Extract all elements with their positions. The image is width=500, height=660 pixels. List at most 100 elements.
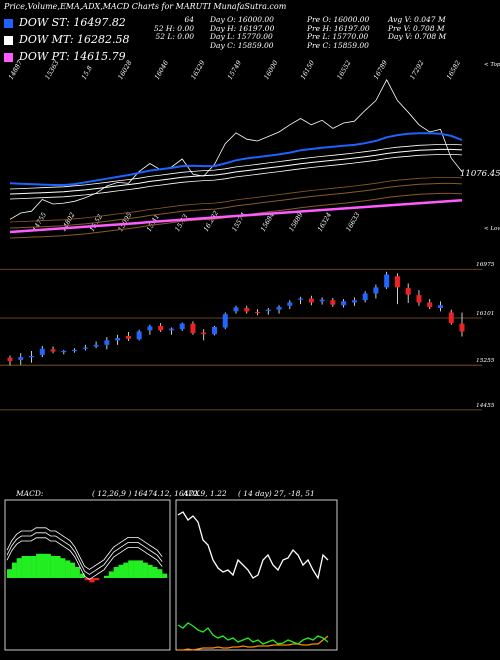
mini-info: 64 52 H: 0.00 52 L: 0.00 <box>118 15 194 42</box>
candle-body <box>104 340 110 345</box>
legend-st-swatch <box>4 18 13 28</box>
low-value-label: 16633 <box>344 211 361 233</box>
macd-histogram-bar <box>74 567 80 578</box>
adx-line <box>178 635 329 651</box>
top-value-label: 16552 <box>335 59 352 81</box>
candle-body <box>72 349 78 352</box>
macd-histogram-bar <box>70 562 76 578</box>
candle-body <box>276 306 282 310</box>
day-high: Day H: 16197.00 <box>210 23 275 33</box>
macd-signal-line <box>6 537 163 580</box>
macd-histogram-bar <box>7 569 13 578</box>
macd-histogram-bar <box>133 560 139 578</box>
candle-body <box>179 323 185 330</box>
macd-histogram-bar <box>152 567 158 578</box>
candle-body <box>222 314 228 328</box>
day-volume: Day V: 0.708 M <box>388 32 447 42</box>
pre-low: Pre L: 15770.00 <box>307 32 369 42</box>
low-value-label: 15.43 <box>173 213 189 233</box>
candle-body <box>211 326 217 335</box>
macd-histogram-bar <box>79 573 85 578</box>
macd-histogram-bar <box>26 556 32 578</box>
top-value-label: 15363 <box>43 59 60 81</box>
candle-body <box>7 357 13 362</box>
legend-pt-label: DOW PT: 14615.79 <box>19 50 126 63</box>
macd-signal-line <box>6 527 163 570</box>
day-info-col1: Day O: 16000.00 Day H: 16197.00 Day L: 1… <box>210 15 275 50</box>
macd-histogram-bar <box>60 558 66 578</box>
top-value-label: 15749 <box>226 59 243 81</box>
candle-body <box>115 338 121 341</box>
candle-body <box>373 287 379 294</box>
mini-info-1: 64 <box>184 15 194 24</box>
macd-histogram-bar <box>11 562 17 578</box>
chart-title: Price,Volume,EMA,ADX,MACD Charts for MAR… <box>4 2 287 11</box>
candle-body <box>50 349 56 352</box>
candle-body <box>255 311 261 314</box>
low-value-label: 16324 <box>316 211 333 233</box>
adx-label: ADX <box>183 489 200 498</box>
macd-histogram-bar <box>31 556 37 578</box>
top-value-label: 17292 <box>408 59 425 81</box>
ema-band-line <box>9 177 463 223</box>
macd-histogram-bar <box>157 569 163 578</box>
candle-body <box>233 307 239 312</box>
candle-body <box>459 323 465 332</box>
macd-histogram-bar <box>45 553 51 578</box>
day-low: Day L: 15770.00 <box>210 32 273 42</box>
candle-body <box>136 331 142 340</box>
candle-body <box>39 348 45 355</box>
axis-tops-label: < Tops <box>484 62 500 68</box>
top-value-label: 16329 <box>189 59 206 81</box>
legend-pt: DOW PT: 14615.79 <box>4 50 130 67</box>
macd-histogram-bar <box>118 564 124 578</box>
macd-histogram-bar <box>137 560 143 578</box>
ema-mt-line <box>9 144 463 190</box>
candle-body <box>201 332 207 335</box>
macd-histogram-bar <box>89 578 95 583</box>
candle-body <box>437 305 443 309</box>
candle-body <box>416 295 422 303</box>
candle-body <box>29 355 35 358</box>
legend-st-label: DOW ST: 16497.82 <box>19 16 126 29</box>
macd-histogram-bar <box>40 553 46 578</box>
day-close: Day C: 15859.00 <box>210 40 274 50</box>
macd-histogram-bar <box>128 560 134 578</box>
macd-histogram-bar <box>142 562 148 578</box>
minus-di-line <box>177 511 329 580</box>
macd-histogram-bar <box>147 564 153 578</box>
candle-body <box>394 276 400 288</box>
top-value-label: 16028 <box>116 59 133 81</box>
macd-histogram-bar <box>103 575 110 578</box>
macd-label: MACD: <box>16 489 44 498</box>
macd-histogram-bar <box>36 553 42 578</box>
legend: DOW ST: 16497.82 DOW MT: 16282.58 DOW PT… <box>4 16 130 67</box>
top-value-label: 16150 <box>299 59 316 81</box>
macd-histogram-bar <box>123 562 129 578</box>
ema-mt-line <box>9 148 463 195</box>
top-value-label: 16000 <box>262 59 279 81</box>
candle-body <box>287 302 293 306</box>
macd-histogram-bar <box>21 556 27 578</box>
ema-pt-line <box>9 199 463 234</box>
legend-mt-swatch <box>4 35 13 45</box>
candle-body <box>330 300 336 305</box>
candle-body <box>298 298 304 300</box>
candle-body <box>125 335 131 339</box>
macd-histogram-bar <box>108 571 114 578</box>
mini-info-2: 52 H: 0.00 <box>153 23 194 33</box>
macd-histogram-bar <box>16 558 22 578</box>
macd-histogram-bar <box>50 556 56 578</box>
low-value-label: 14802 <box>59 211 76 233</box>
candle-body <box>147 326 153 331</box>
axis-lows-label: < Lows <box>484 226 500 232</box>
adx-params: ( 14 day) 27, -18, 51 <box>238 489 315 498</box>
macd-histogram-bar <box>162 573 168 578</box>
day-info-col2: Pre O: 16000.00 Pre H: 16197.00 Pre L: 1… <box>307 15 370 50</box>
candle-body <box>351 300 357 303</box>
candle-body <box>93 344 99 347</box>
macd-histogram-bar <box>113 567 119 578</box>
candle-body <box>61 350 67 353</box>
macd-line <box>6 532 163 575</box>
